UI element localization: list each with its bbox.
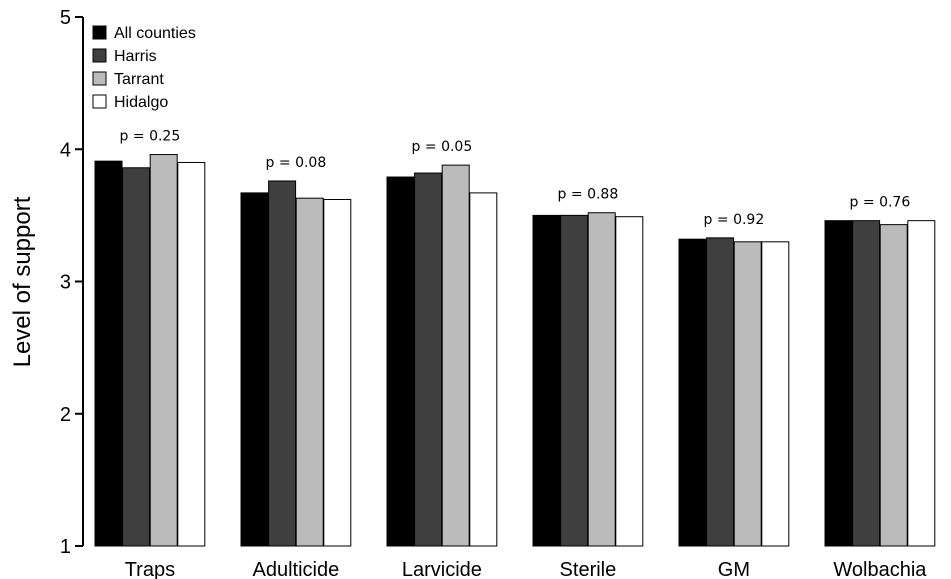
legend-swatch <box>92 94 107 109</box>
legend-label: All counties <box>114 25 196 42</box>
y-tick-label: 1 <box>60 536 71 558</box>
p-value-annotation: p = 0.08 <box>266 155 327 171</box>
y-tick-label: 4 <box>60 139 71 161</box>
legend-swatch <box>92 71 107 86</box>
bar-gm-tarrant <box>733 241 762 547</box>
legend-swatch <box>92 48 107 63</box>
bar-larvicide-hidalgo <box>469 192 498 547</box>
bar-larvicide-harris <box>414 172 443 547</box>
y-tick-label: 5 <box>60 7 71 29</box>
bar-traps-hidalgo <box>177 161 206 547</box>
legend-label: Hidalgo <box>114 94 168 111</box>
bar-larvicide-tarrant <box>441 164 470 547</box>
bar-wolbachia-hidalgo <box>907 220 936 547</box>
legend-label: Tarrant <box>114 71 164 88</box>
bar-wolbachia-harris <box>852 220 881 547</box>
bar-adulticide-all-counties <box>240 192 269 547</box>
p-value-annotation: p = 0.92 <box>704 212 765 228</box>
x-tick-label: Traps <box>125 559 175 579</box>
bar-traps-tarrant <box>149 154 178 547</box>
bar-larvicide-all-counties <box>386 176 415 547</box>
y-axis-label: Level of support <box>9 196 36 367</box>
plot-area: 1 2 3 4 5 Traps p = 0.25 Adulticide p = 0.08 Larv… <box>60 7 936 579</box>
bar-sterile-harris <box>560 214 589 547</box>
y-tick-label: 3 <box>60 272 71 294</box>
x-tick-label: Wolbachia <box>833 559 927 579</box>
x-tick-label: Larvicide <box>402 559 482 579</box>
bar-sterile-all-counties <box>532 214 561 547</box>
bar-traps-all-counties <box>94 160 123 547</box>
y-tick-label: 2 <box>60 404 71 426</box>
p-value-annotation: p = 0.05 <box>412 139 473 155</box>
bar-wolbachia-tarrant <box>879 224 908 547</box>
x-tick-label: Sterile <box>560 559 617 579</box>
x-tick-label: Adulticide <box>253 559 340 579</box>
legend: All counties Harris Tarrant Hidalgo <box>92 25 196 111</box>
bar-gm-hidalgo <box>761 241 790 547</box>
bar-sterile-tarrant <box>587 212 616 547</box>
p-value-annotation: p = 0.25 <box>120 129 181 145</box>
x-tick-label: GM <box>718 559 750 579</box>
bar-gm-harris <box>706 237 735 547</box>
bar-adulticide-tarrant <box>295 197 324 547</box>
bar-traps-harris <box>122 167 151 547</box>
bar-wolbachia-all-counties <box>824 220 853 547</box>
bar-gm-all-counties <box>678 238 707 547</box>
p-value-annotation: p = 0.88 <box>558 187 619 203</box>
bar-adulticide-hidalgo <box>323 199 352 547</box>
p-value-annotation: p = 0.76 <box>850 195 911 211</box>
legend-label: Harris <box>114 48 157 65</box>
legend-swatch <box>92 25 107 40</box>
bar-adulticide-harris <box>268 180 297 547</box>
bar-sterile-hidalgo <box>615 216 644 547</box>
